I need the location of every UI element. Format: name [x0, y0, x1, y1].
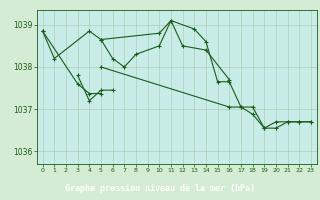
Text: Graphe pression niveau de la mer (hPa): Graphe pression niveau de la mer (hPa): [65, 184, 255, 193]
